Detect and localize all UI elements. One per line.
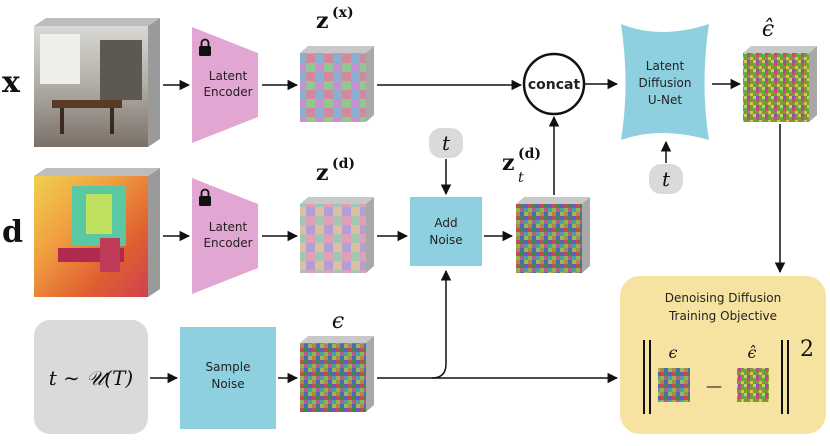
z-d-latent: z (d)	[300, 156, 374, 273]
svg-text:Sample: Sample	[206, 360, 251, 374]
concat-node: concat	[522, 52, 586, 116]
svg-text:(d): (d)	[518, 146, 541, 162]
z-x-latent: z (x)	[300, 5, 374, 122]
svg-text:Training Objective: Training Objective	[668, 309, 777, 323]
t-input-add-noise: t	[429, 128, 463, 158]
svg-text:z: z	[316, 160, 329, 186]
svg-text:Latent: Latent	[646, 59, 685, 73]
svg-text:z: z	[316, 8, 329, 34]
svg-text:Noise: Noise	[429, 233, 462, 247]
svg-text:Encoder: Encoder	[203, 85, 252, 99]
svg-text:Diffusion: Diffusion	[639, 76, 692, 90]
t-input-unet: t	[649, 164, 683, 194]
svg-text:—: —	[706, 376, 722, 395]
svg-text:concat: concat	[528, 77, 581, 93]
svg-text:Denoising Diffusion: Denoising Diffusion	[665, 291, 782, 305]
svg-text:ϵ̂: ϵ̂	[762, 17, 774, 42]
lock-icon	[199, 188, 211, 206]
svg-text:Encoder: Encoder	[203, 236, 252, 250]
svg-text:Latent: Latent	[209, 220, 248, 234]
svg-text:t ∼ 𝒰(T): t ∼ 𝒰(T)	[49, 366, 133, 390]
rgb-image	[34, 18, 160, 147]
svg-text:2: 2	[800, 337, 814, 362]
svg-text:(d): (d)	[332, 156, 355, 172]
sample-noise-block: Sample Noise	[180, 327, 276, 429]
add-noise-block: Add Noise	[410, 197, 482, 266]
latent-diffusion-unet: Latent Diffusion U-Net	[621, 24, 709, 140]
svg-text:Latent: Latent	[209, 69, 248, 83]
svg-text:(x): (x)	[332, 5, 354, 21]
depth-image	[34, 168, 160, 297]
svg-text:t: t	[662, 167, 671, 191]
svg-text:ϵ: ϵ	[332, 309, 344, 334]
objective-box: Denoising Diffusion Training Objective 2…	[620, 276, 826, 434]
svg-text:U-Net: U-Net	[648, 93, 682, 107]
eps-hat-output: ϵ̂	[743, 17, 817, 122]
lock-icon	[199, 38, 211, 56]
svg-text:Noise: Noise	[211, 377, 244, 391]
latent-encoder-d: Latent Encoder	[192, 178, 258, 294]
svg-text:z: z	[502, 150, 515, 176]
svg-text:Add: Add	[434, 216, 457, 230]
svg-text:t: t	[442, 131, 451, 155]
eps-noise: ϵ	[300, 309, 374, 412]
z-t-noisy-latent: z (d) t	[502, 146, 590, 273]
d-label: d	[2, 215, 23, 250]
x-label: x	[2, 65, 21, 100]
svg-text:t: t	[518, 170, 524, 186]
t-sample-box: t ∼ 𝒰(T)	[34, 320, 148, 434]
svg-text:ϵ: ϵ	[669, 343, 678, 362]
svg-text:ϵ̂: ϵ̂	[748, 343, 757, 362]
